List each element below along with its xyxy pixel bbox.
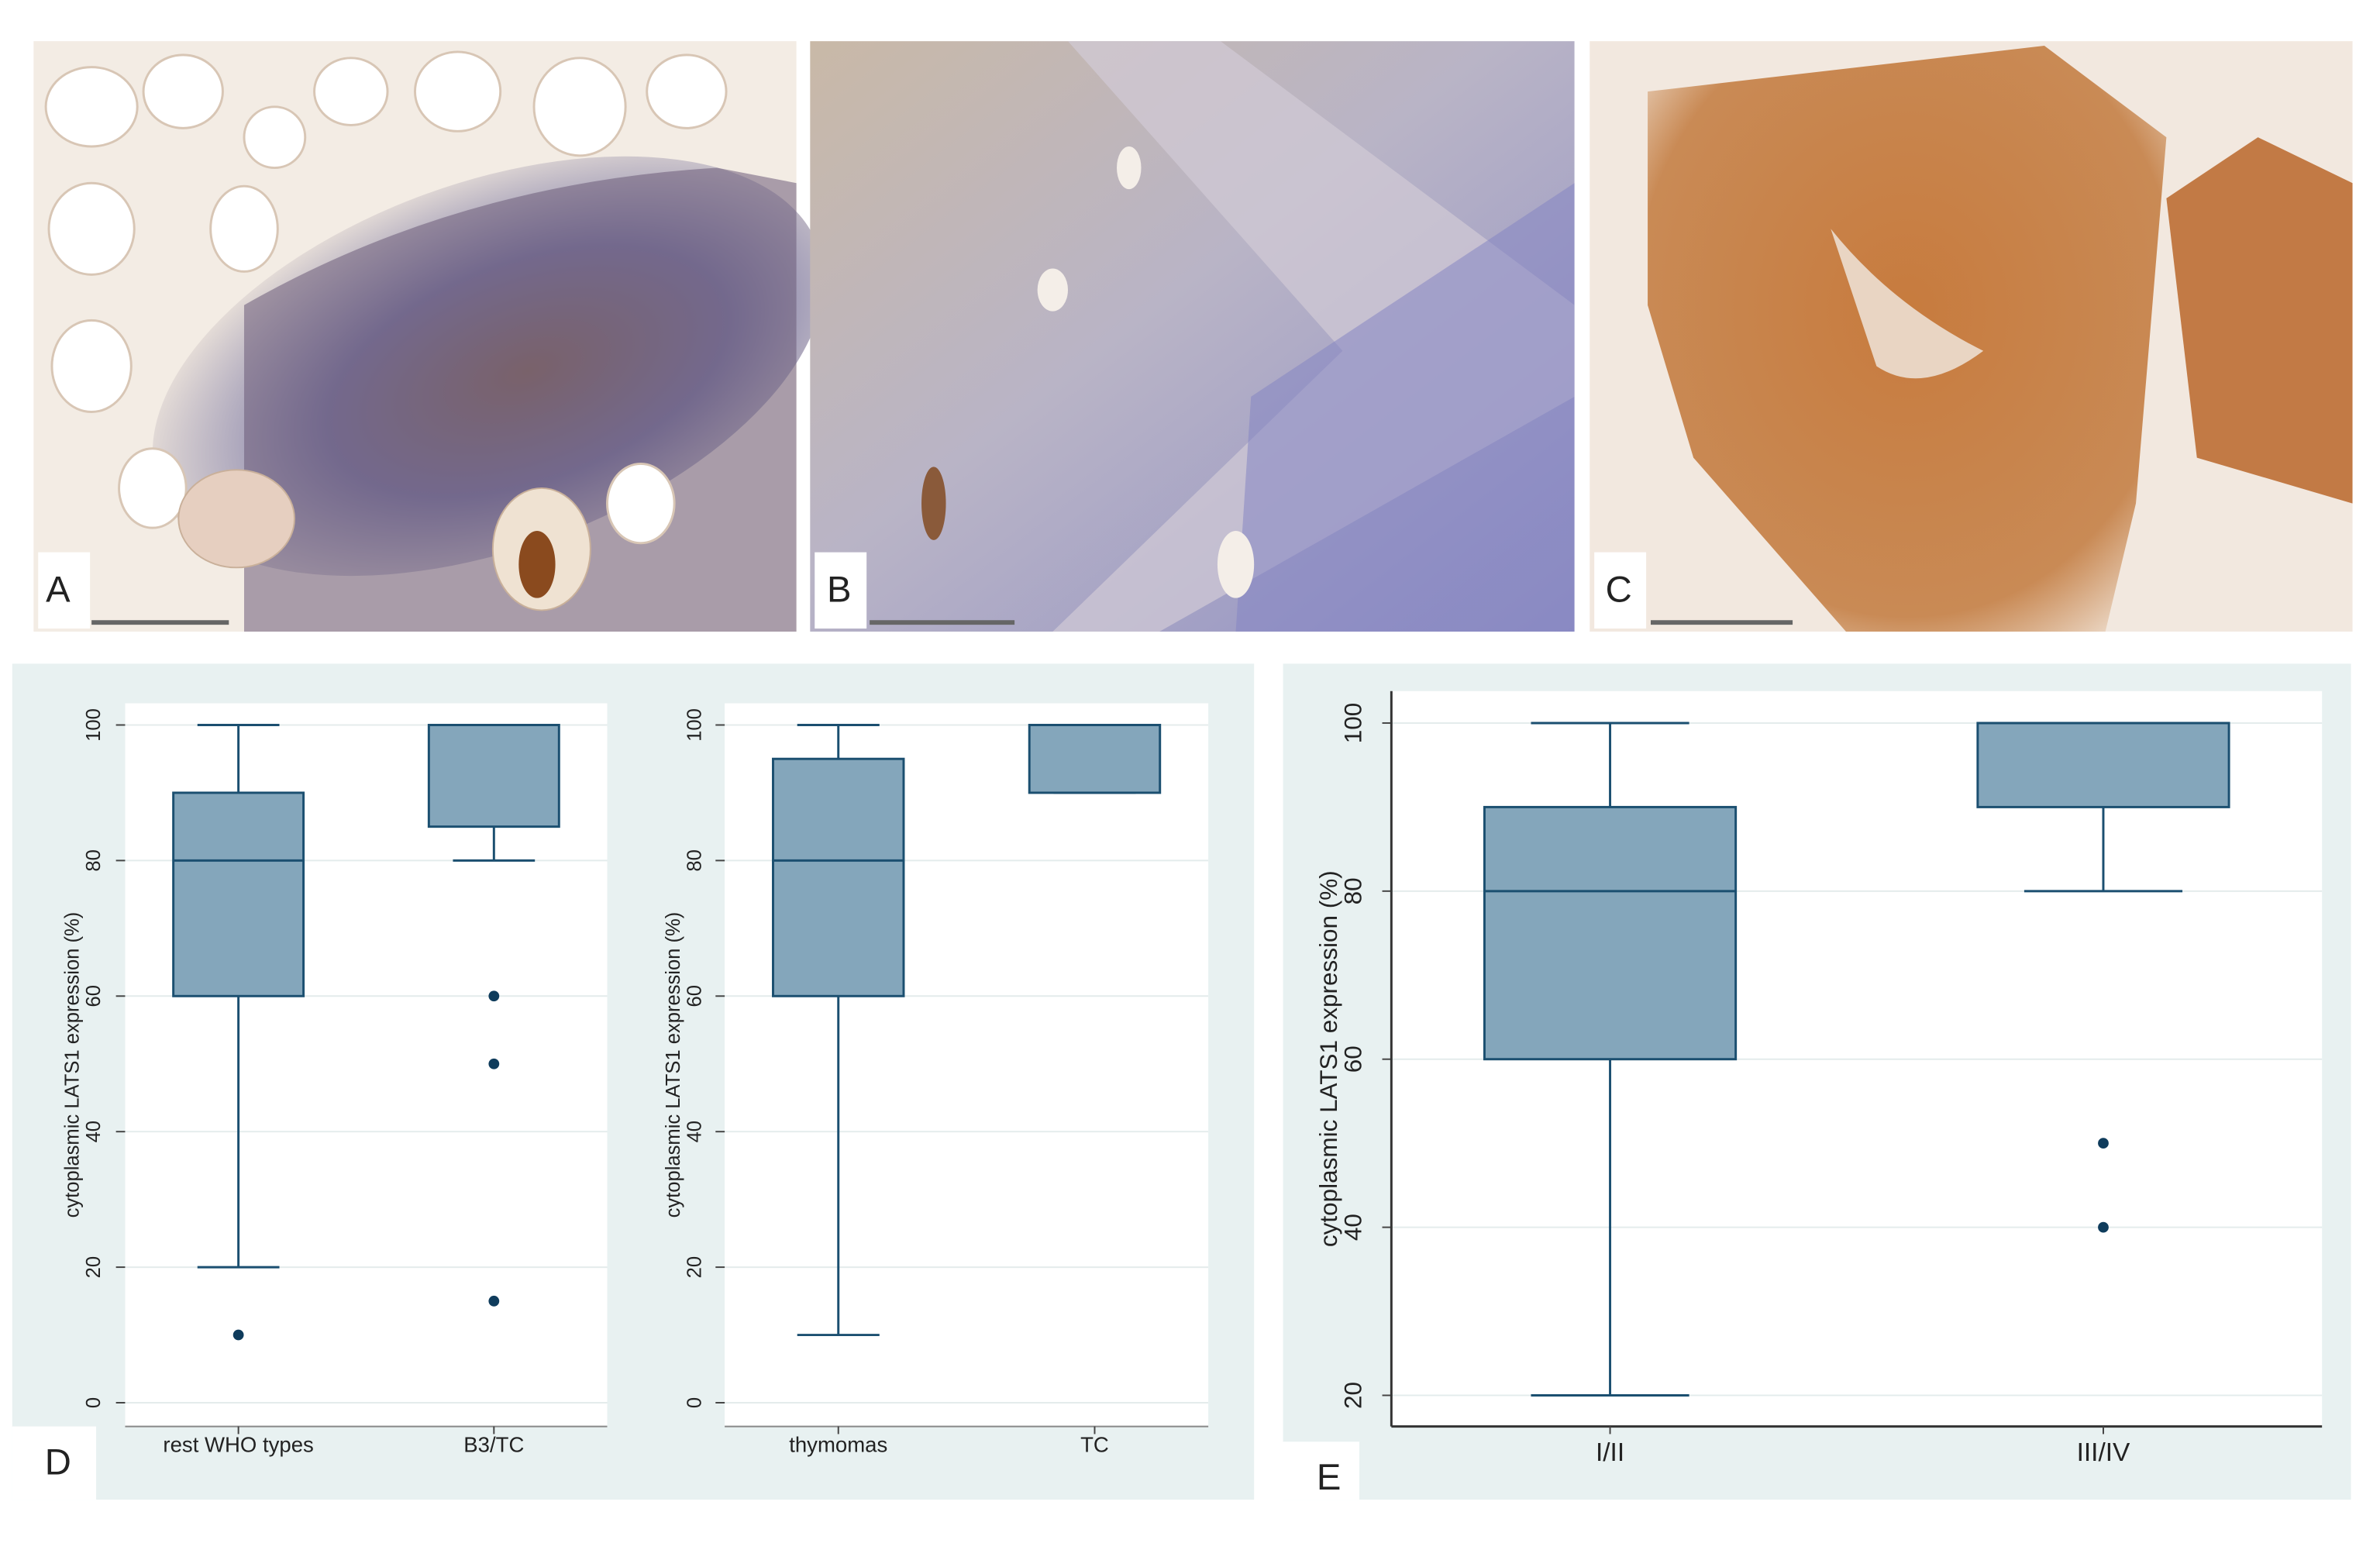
x-tick-label: B3/TC xyxy=(463,1432,524,1456)
y-axis-label: cytoplasmic LATS1 expression (%) xyxy=(1314,870,1342,1247)
label-box xyxy=(1283,1441,1360,1500)
box xyxy=(772,757,905,997)
box xyxy=(1976,722,2230,808)
micrograph-a xyxy=(33,41,825,632)
y-tick-label: 60 xyxy=(1338,1045,1366,1073)
panel-label: C xyxy=(1606,569,1632,610)
x-tick-label: III/IV xyxy=(2077,1438,2130,1467)
y-tick-label: 40 xyxy=(83,1121,105,1142)
outlier xyxy=(2098,1138,2109,1149)
y-tick-label: 100 xyxy=(684,708,705,742)
y-tick-label: 100 xyxy=(1338,703,1366,744)
label-box xyxy=(12,1426,97,1500)
y-tick-label: 60 xyxy=(684,985,705,1007)
outlier xyxy=(488,1295,500,1307)
x-tick-label: TC xyxy=(1080,1432,1109,1456)
y-tick-label: 100 xyxy=(83,708,105,742)
panel-label: A xyxy=(46,569,71,610)
outlier xyxy=(232,1329,244,1341)
y-axis-label: cytoplasmic LATS1 expression (%) xyxy=(663,912,684,1218)
outlier xyxy=(488,1058,500,1069)
y-axis-label: cytoplasmic LATS1 expression (%) xyxy=(61,912,83,1218)
box xyxy=(427,724,560,828)
outlier xyxy=(488,990,500,1002)
y-tick-label: 0 xyxy=(83,1397,105,1408)
y-tick-label: 20 xyxy=(684,1256,705,1278)
panel-label: E xyxy=(1317,1457,1342,1498)
y-tick-label: 80 xyxy=(83,849,105,871)
box xyxy=(172,791,305,997)
x-tick-label: rest WHO types xyxy=(163,1432,313,1456)
y-tick-label: 40 xyxy=(684,1121,705,1142)
y-tick-label: 60 xyxy=(83,985,105,1007)
micrograph-c xyxy=(1590,41,2353,632)
panel-label: B xyxy=(827,569,852,610)
y-tick-label: 0 xyxy=(684,1397,705,1408)
y-tick-label: 80 xyxy=(684,849,705,871)
y-tick-label: 40 xyxy=(1338,1214,1366,1241)
y-tick-label: 80 xyxy=(1338,877,1366,904)
box xyxy=(1028,724,1162,794)
y-tick-label: 20 xyxy=(83,1256,105,1278)
x-tick-label: I/II xyxy=(1596,1438,1624,1467)
y-tick-label: 20 xyxy=(1338,1382,1366,1409)
panel-label: D xyxy=(45,1441,71,1483)
outlier xyxy=(2098,1221,2109,1233)
x-tick-label: thymomas xyxy=(789,1432,887,1456)
micrograph-b xyxy=(810,41,1575,632)
box xyxy=(1483,805,1738,1061)
